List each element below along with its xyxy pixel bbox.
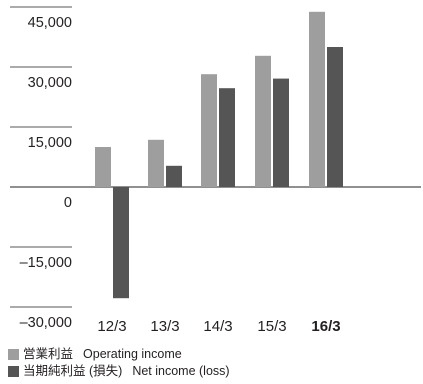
legend-label-jp: 当期純利益 (損失) bbox=[23, 364, 123, 378]
x-category-label: 13/3 bbox=[150, 318, 179, 335]
bar-operating-income bbox=[309, 11, 325, 187]
y-tick-label: 30,000 bbox=[28, 75, 72, 91]
bar-operating-income bbox=[255, 55, 271, 187]
legend-swatch-operating-income bbox=[8, 349, 19, 360]
bar-operating-income bbox=[95, 147, 111, 187]
legend-item-net-income: 当期純利益 (損失) Net income (loss) bbox=[8, 363, 230, 380]
x-category-label: 16/3 bbox=[311, 318, 340, 335]
x-category-label: 12/3 bbox=[97, 318, 126, 335]
legend-label-jp: 営業利益 bbox=[23, 347, 74, 361]
bar-net-income bbox=[219, 88, 235, 187]
bar-net-income bbox=[273, 78, 289, 187]
legend-label-en: Net income (loss) bbox=[132, 364, 230, 378]
bar-net-income bbox=[113, 187, 129, 299]
chart-legend: 営業利益 Operating income 当期純利益 (損失) Net inc… bbox=[8, 346, 230, 380]
y-tick-label: 15,000 bbox=[28, 135, 72, 151]
legend-label-en: Operating income bbox=[83, 347, 182, 361]
y-tick-label: –15,000 bbox=[20, 255, 72, 271]
bar-net-income bbox=[166, 165, 182, 187]
bar-net-income bbox=[327, 47, 343, 187]
y-tick-label: 45,000 bbox=[28, 15, 72, 31]
y-tick-label: 0 bbox=[64, 195, 72, 211]
bar-operating-income bbox=[201, 74, 217, 187]
legend-swatch-net-income bbox=[8, 366, 19, 377]
legend-item-operating-income: 営業利益 Operating income bbox=[8, 346, 230, 363]
y-tick-label: –30,000 bbox=[20, 315, 72, 331]
bar-operating-income bbox=[148, 139, 164, 187]
x-category-label: 14/3 bbox=[203, 318, 232, 335]
x-category-label: 15/3 bbox=[257, 318, 286, 335]
